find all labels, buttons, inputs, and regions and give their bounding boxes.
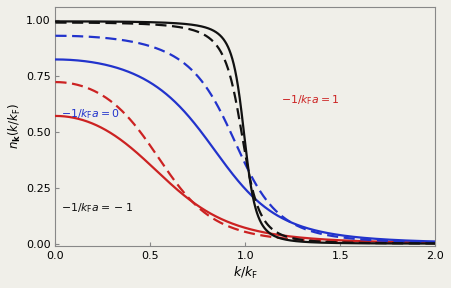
Text: $-1/k_{\mathrm{F}}a = 0$: $-1/k_{\mathrm{F}}a = 0$ [61,107,120,121]
X-axis label: $k / k_{\mathrm{F}}$: $k / k_{\mathrm{F}}$ [233,265,258,281]
Text: $-1/k_{\mathrm{F}}a = 1$: $-1/k_{\mathrm{F}}a = 1$ [281,93,340,107]
Text: $-1/k_{\mathrm{F}}a = -1$: $-1/k_{\mathrm{F}}a = -1$ [61,201,133,215]
Y-axis label: $n_{\mathbf{k}}\left(k / k_{\mathrm{F}}\right)$: $n_{\mathbf{k}}\left(k / k_{\mathrm{F}}\… [7,103,23,149]
